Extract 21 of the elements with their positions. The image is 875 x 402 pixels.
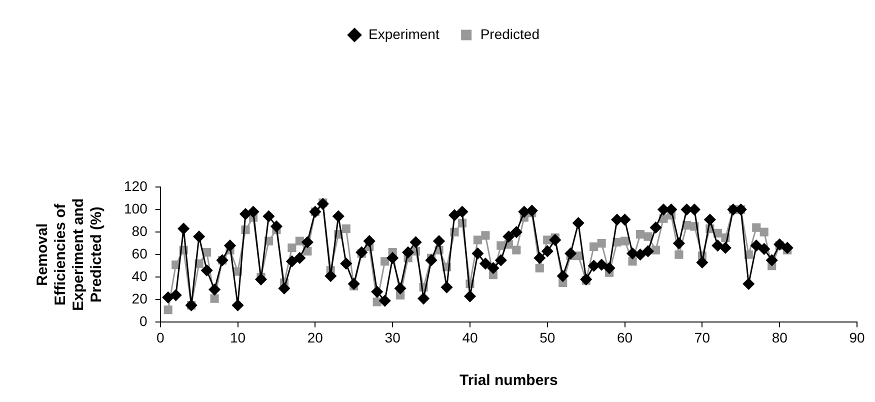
y-tick-label: 100	[124, 200, 148, 216]
x-tick-label: 30	[384, 329, 401, 346]
x-tick-label: 10	[230, 329, 246, 346]
legend-label: Predicted	[480, 26, 540, 42]
y-tick-label: 40	[132, 268, 148, 284]
x-axis-title: Trial numbers	[459, 372, 558, 390]
x-tick-label: 50	[540, 329, 556, 346]
y-tick-label: 120	[124, 178, 148, 194]
y-axis-title: Removal Efficiencies of Experiment and Predicted (%)	[34, 198, 106, 311]
y-tick-label: 20	[132, 290, 148, 307]
x-tick-label: 20	[307, 329, 324, 346]
x-tick-label: 90	[849, 329, 865, 346]
legend-label: Experiment	[368, 26, 440, 42]
x-tick-label: 0	[156, 329, 164, 346]
x-tick-label: 80	[772, 329, 788, 346]
y-tick-label: 80	[132, 222, 148, 239]
y-tick-label: 0	[140, 313, 148, 330]
x-tick-label: 70	[694, 329, 710, 346]
x-tick-label: 60	[616, 329, 633, 346]
x-tick-label: 40	[462, 329, 478, 346]
y-tick-label: 60	[132, 245, 148, 262]
